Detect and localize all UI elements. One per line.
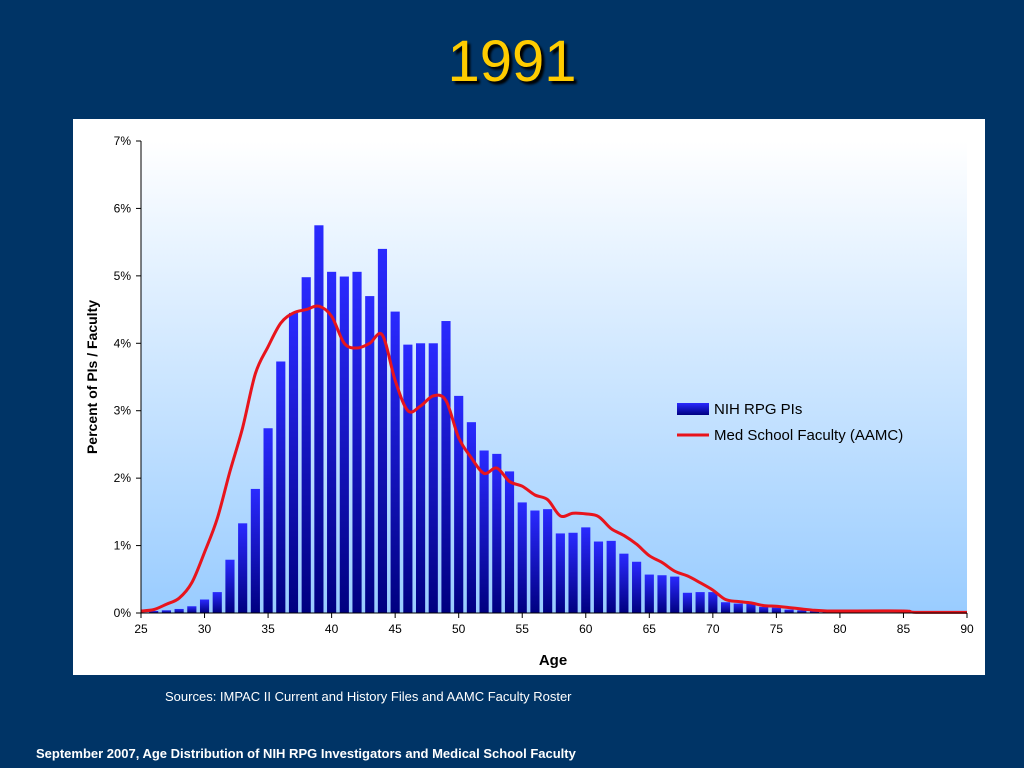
bar-age-64 xyxy=(632,561,642,613)
bar-age-54 xyxy=(504,471,515,613)
bar-age-73 xyxy=(746,603,756,613)
bar-age-48 xyxy=(428,343,438,613)
bar-age-59 xyxy=(568,532,578,613)
bar-age-53 xyxy=(492,453,502,613)
bar-age-32 xyxy=(225,559,235,613)
y-tick-label: 3% xyxy=(114,404,132,418)
bar-age-51 xyxy=(466,422,476,613)
x-tick-label: 90 xyxy=(960,622,974,636)
bar-age-38 xyxy=(301,277,311,613)
y-tick-label: 5% xyxy=(114,269,132,283)
y-axis-title: Percent of PIs / Faculty xyxy=(84,300,100,454)
bar-age-60 xyxy=(581,527,591,613)
bar-age-33 xyxy=(238,523,248,613)
legend-label-bar: NIH RPG PIs xyxy=(714,401,802,418)
bar-age-66 xyxy=(657,575,667,613)
y-tick-label: 1% xyxy=(114,539,132,553)
line-layer xyxy=(140,304,968,614)
x-tick-label: 80 xyxy=(833,622,847,636)
x-tick-label: 60 xyxy=(579,622,593,636)
bar-age-74 xyxy=(759,606,769,613)
bar-age-68 xyxy=(682,592,693,613)
bar-age-41 xyxy=(339,276,349,613)
bar-age-36 xyxy=(276,361,286,613)
x-tick-label: 75 xyxy=(770,622,784,636)
y-tick-label: 0% xyxy=(114,606,132,620)
bar-age-46 xyxy=(403,344,413,613)
bar-age-40 xyxy=(327,271,337,613)
bar-age-56 xyxy=(530,510,540,613)
bar-age-31 xyxy=(212,592,222,613)
y-tick-label: 4% xyxy=(114,336,132,350)
bar-age-43 xyxy=(365,296,375,613)
bars-layer xyxy=(149,225,845,613)
bar-age-35 xyxy=(263,428,273,613)
bar-age-29 xyxy=(187,606,197,613)
bar-age-49 xyxy=(441,321,451,613)
bar-age-67 xyxy=(670,576,680,613)
y-tick-label: 6% xyxy=(114,201,132,215)
slide-title: 1991 xyxy=(447,29,577,94)
bar-age-61 xyxy=(593,541,604,613)
footer-caption: September 2007, Age Distribution of NIH … xyxy=(36,746,576,761)
legend-swatch-bar xyxy=(677,403,709,415)
bar-age-78 xyxy=(809,610,820,613)
bar-age-71 xyxy=(720,602,731,613)
bar-age-50 xyxy=(454,395,464,613)
bar-age-44 xyxy=(377,248,388,613)
bar-age-70 xyxy=(708,592,718,613)
bar-age-34 xyxy=(250,488,260,613)
x-tick-label: 35 xyxy=(261,622,275,636)
bar-age-62 xyxy=(606,540,616,613)
x-tick-label: 70 xyxy=(706,622,720,636)
bar-age-76 xyxy=(784,609,794,613)
x-tick-label: 65 xyxy=(643,622,657,636)
bar-age-58 xyxy=(555,533,565,613)
legend-label-line: Med School Faculty (AAMC) xyxy=(714,427,903,444)
bar-age-65 xyxy=(644,574,654,613)
x-tick-label: 45 xyxy=(388,622,402,636)
x-tick-label: 85 xyxy=(897,622,911,636)
axes-layer: 0% 1% 2% 3% 4% 5% 6% 7% 25 30 35 40 45 50 55 60 65 70 75 80… xyxy=(114,134,974,636)
x-tick-label: 55 xyxy=(516,622,530,636)
y-tick-label: 2% xyxy=(114,471,132,485)
bar-age-39 xyxy=(314,225,324,613)
bar-age-57 xyxy=(543,509,553,613)
x-tick-label: 50 xyxy=(452,622,466,636)
bar-age-55 xyxy=(517,502,527,613)
bar-age-28 xyxy=(174,608,184,613)
bar-age-30 xyxy=(199,599,210,613)
bar-age-37 xyxy=(288,312,299,613)
bar-age-45 xyxy=(390,311,400,613)
x-tick-label: 30 xyxy=(198,622,212,636)
bar-age-47 xyxy=(415,343,426,613)
x-tick-label: 25 xyxy=(134,622,148,636)
y-tick-label: 7% xyxy=(114,134,132,148)
bar-age-42 xyxy=(352,271,362,613)
bar-age-77 xyxy=(797,610,807,613)
bar-age-72 xyxy=(733,603,743,613)
bar-age-26 xyxy=(149,610,159,613)
bar-age-75 xyxy=(771,607,781,613)
bar-age-52 xyxy=(479,450,489,613)
bar-age-63 xyxy=(619,553,629,613)
bar-age-27 xyxy=(161,610,171,613)
chart-panel: 0% 1% 2% 3% 4% 5% 6% 7% 25 30 35 40 45 50 55 60 65 70 75 80… xyxy=(73,119,985,675)
x-tick-label: 40 xyxy=(325,622,339,636)
sources-note: Sources: IMPAC II Current and History Fi… xyxy=(165,689,572,704)
x-axis-title: Age xyxy=(539,652,567,669)
bar-age-69 xyxy=(695,592,705,613)
age-distribution-chart: 0% 1% 2% 3% 4% 5% 6% 7% 25 30 35 40 45 50 55 60 65 70 75 80… xyxy=(84,134,974,669)
faculty-line xyxy=(140,304,968,614)
legend: NIH RPG PIs Med School Faculty (AAMC) xyxy=(677,401,903,444)
